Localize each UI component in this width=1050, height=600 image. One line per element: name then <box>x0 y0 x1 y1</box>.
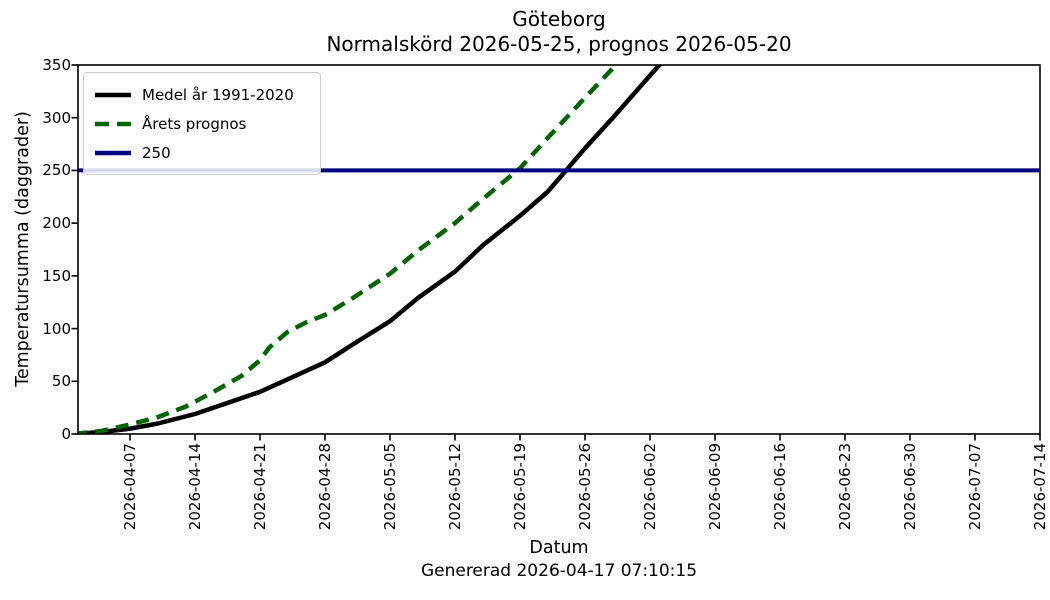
x-tick-label: 2026-04-21 <box>251 443 269 531</box>
y-tick-label: 0 <box>61 425 71 443</box>
legend-swatch-icon <box>95 121 131 126</box>
footer-note: Genererad 2026-04-17 07:10:15 <box>420 561 698 581</box>
chart-subtitle: Normalskörd 2026-05-25, prognos 2026-05-… <box>326 32 792 56</box>
legend-item: Medel år 1991-2020 <box>94 80 310 109</box>
x-tick-label: 2026-05-19 <box>511 443 529 531</box>
plot-border <box>77 64 1041 435</box>
prognosis-curve <box>78 65 619 434</box>
y-tick-label: 200 <box>42 214 71 233</box>
x-tick-label: 2026-05-12 <box>446 443 464 531</box>
x-tick-label: 2026-06-23 <box>836 443 854 531</box>
x-axis-label: Datum <box>529 538 589 558</box>
axis-ticks <box>71 64 1041 441</box>
legend-item: 250 <box>94 138 310 167</box>
y-tick-label: 300 <box>42 108 71 127</box>
x-tick-label: 2026-06-02 <box>641 443 659 531</box>
mean-curve <box>78 65 663 434</box>
y-tick-label: 150 <box>42 266 71 285</box>
x-tick-label: 2026-04-07 <box>121 443 139 531</box>
x-tick-label: 2026-07-07 <box>966 443 984 531</box>
y-axis-label: Temperatursumma (daggrader) <box>13 111 33 387</box>
legend-item-label: Årets prognos <box>142 114 247 133</box>
x-tick-label: 2026-06-30 <box>901 443 919 531</box>
x-tick-label: 2026-05-05 <box>381 443 399 531</box>
x-tick-label: 2026-07-14 <box>1031 443 1049 531</box>
legend-item-label: 250 <box>142 143 171 162</box>
legend-swatch-icon <box>95 150 131 155</box>
legend-swatch-icon <box>95 92 131 97</box>
x-tick-label: 2026-04-28 <box>316 443 334 531</box>
x-tick-label: 2026-04-14 <box>186 443 204 531</box>
legend: Medel år 1991-2020 Årets prognos 250 <box>83 72 321 175</box>
x-tick-label: 2026-06-16 <box>771 443 789 531</box>
title-block: Göteborg Normalskörd 2026-05-25, prognos… <box>78 6 1040 57</box>
y-tick-label: 100 <box>42 319 71 338</box>
chart-title: Göteborg <box>512 7 606 31</box>
y-tick-label: 350 <box>42 56 71 74</box>
y-tick-label: 250 <box>42 161 71 180</box>
x-tick-label: 2026-05-26 <box>576 443 594 531</box>
legend-item: Årets prognos <box>94 109 310 138</box>
x-tick-label: 2026-06-09 <box>706 443 724 531</box>
y-tick-label: 50 <box>51 372 71 391</box>
legend-item-label: Medel år 1991-2020 <box>142 85 294 104</box>
